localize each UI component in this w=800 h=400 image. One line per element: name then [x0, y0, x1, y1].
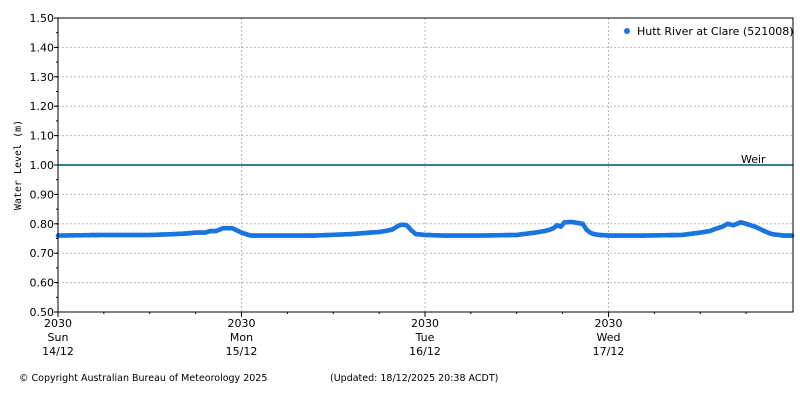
data-point: [789, 233, 795, 238]
y-tick-label: 1.40: [30, 41, 55, 54]
x-tick-label: 2030: [411, 317, 439, 330]
y-tick-label: 1.20: [30, 100, 55, 113]
x-tick-label: 2030: [595, 317, 623, 330]
updated-text: (Updated: 18/12/2025 20:38 ACDT): [330, 373, 499, 384]
x-tick-label: 14/12: [42, 345, 74, 358]
y-axis-label: Water Level (m): [13, 120, 24, 210]
series-points: [55, 219, 795, 238]
x-tick-label: 17/12: [593, 345, 625, 358]
legend-label: Hutt River at Clare (521008): [637, 25, 794, 38]
y-tick-label: 1.30: [30, 71, 55, 84]
weir-reference: Weir: [58, 153, 793, 166]
y-tick-label: 1.00: [30, 159, 55, 172]
x-tick-label: Tue: [415, 331, 435, 344]
x-tick-label: 2030: [228, 317, 256, 330]
copyright-text: © Copyright Australian Bureau of Meteoro…: [19, 373, 268, 384]
y-tick-label: 1.50: [30, 12, 55, 25]
legend-marker: [624, 28, 630, 34]
y-tick-label: 0.70: [30, 247, 55, 260]
x-tick-label: Mon: [230, 331, 253, 344]
x-tick-label: Wed: [597, 331, 621, 344]
y-tick-label: 0.90: [30, 188, 55, 201]
x-tick-label: Sun: [48, 331, 69, 344]
x-tick-label: 16/12: [409, 345, 441, 358]
y-tick-label: 0.50: [30, 306, 55, 319]
grid: [58, 18, 793, 312]
y-axis: 0.50 0.60 0.70 0.80 0.90 1.00 1.10 1.20 1.30 1.40…: [30, 12, 58, 319]
y-tick-label: 0.60: [30, 277, 55, 290]
x-axis: 2030Sun14/122030Mon15/122030Tue16/122030…: [42, 312, 747, 358]
x-tick-label: 15/12: [226, 345, 258, 358]
y-tick-label: 0.80: [30, 218, 55, 231]
x-tick-label: 2030: [44, 317, 72, 330]
y-tick-label: 1.10: [30, 130, 55, 143]
weir-label: Weir: [741, 153, 766, 166]
legend[interactable]: Hutt River at Clare (521008): [624, 25, 794, 38]
